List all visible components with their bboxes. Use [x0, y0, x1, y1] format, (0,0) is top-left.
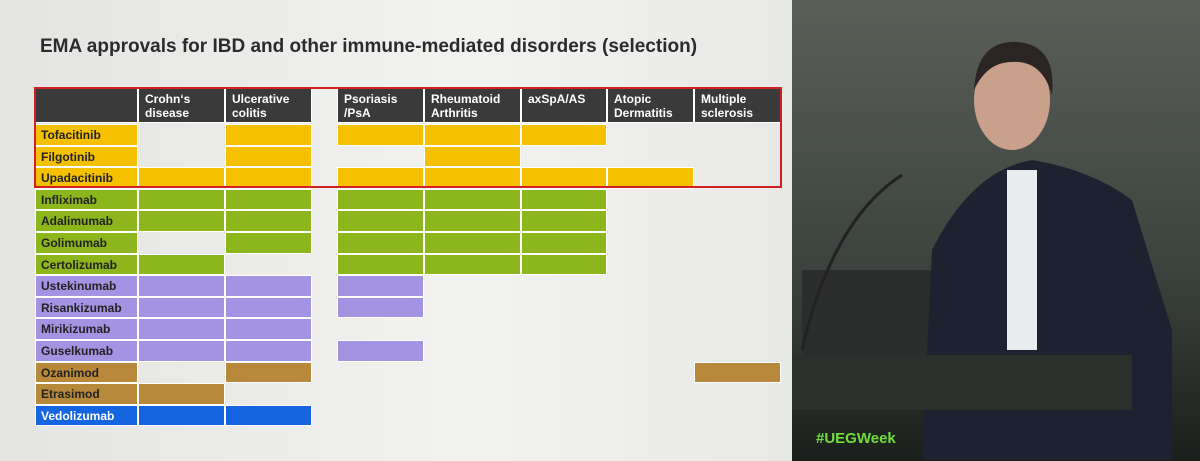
approval-cell: [225, 188, 312, 211]
approval-cell: [138, 340, 225, 362]
column-header: Rheumatoid Arthritis: [424, 88, 521, 123]
approval-cell: [424, 253, 521, 276]
approval-cell: [424, 167, 521, 189]
approval-cell: [337, 232, 424, 254]
drug-name: Filgotinib: [35, 145, 138, 168]
approval-cell: [337, 167, 424, 189]
approval-cell: [694, 361, 781, 384]
approval-cell: [337, 275, 424, 297]
approval-cell: [225, 275, 312, 297]
approval-cell: [424, 124, 521, 146]
drug-name: Ozanimod: [35, 361, 138, 384]
approval-cell: [225, 340, 312, 362]
approval-cell: [138, 383, 225, 405]
approval-cell: [607, 167, 694, 189]
approval-cell: [225, 318, 312, 340]
drug-name: Ustekinumab: [35, 275, 138, 297]
approval-cell: [138, 188, 225, 211]
speaker-illustration: [792, 41, 1172, 460]
approval-cell: [225, 404, 312, 427]
approval-cell: [424, 188, 521, 211]
approval-cell: [521, 188, 607, 211]
drug-name: Guselkumab: [35, 340, 138, 362]
approval-cell: [521, 253, 607, 276]
approval-cell: [424, 145, 521, 168]
head: [974, 50, 1050, 150]
podium: [792, 355, 1132, 410]
approval-cell: [225, 167, 312, 189]
drug-name: Mirikizumab: [35, 318, 138, 340]
slide-title: EMA approvals for IBD and other immune-m…: [40, 36, 698, 57]
approval-cell: [138, 210, 225, 232]
approval-cell: [521, 124, 607, 146]
approval-cell: [337, 188, 424, 211]
approval-cell: [138, 167, 225, 189]
column-header: Crohn‘s disease: [138, 88, 225, 123]
approval-cell: [138, 318, 225, 340]
approval-cell: [337, 340, 424, 362]
approval-cell: [225, 145, 312, 168]
shirt: [1007, 170, 1037, 350]
drug-name: Certolizumab: [35, 253, 138, 276]
column-header: Psoriasis /PsA: [337, 88, 424, 123]
approval-cell: [225, 361, 312, 384]
approval-cell: [521, 210, 607, 232]
drug-name: Vedolizumab: [35, 404, 138, 427]
header-cell: [35, 88, 138, 123]
approval-cell: [138, 275, 225, 297]
approval-cell: [424, 232, 521, 254]
column-header: Atopic Dermatitis: [607, 88, 694, 123]
approval-cell: [521, 167, 607, 189]
approval-cell: [225, 296, 312, 319]
approval-cell: [337, 210, 424, 232]
column-header: axSpA/AS: [521, 88, 607, 123]
approval-cell: [521, 232, 607, 254]
drug-name: Adalimumab: [35, 210, 138, 232]
approval-cell: [337, 124, 424, 146]
hashtag: #UEGWeek: [816, 430, 896, 447]
drug-name: Risankizumab: [35, 296, 138, 319]
approval-cell: [225, 124, 312, 146]
drug-name: Golimumab: [35, 232, 138, 254]
column-header: Multiple sclerosis: [694, 88, 781, 123]
approval-cell: [337, 296, 424, 319]
approval-cell: [424, 210, 521, 232]
approval-cell: [225, 232, 312, 254]
drug-name: Etrasimod: [35, 383, 138, 405]
microphone: [800, 173, 903, 351]
drug-name: Infliximab: [35, 188, 138, 211]
approval-cell: [138, 296, 225, 319]
speaker-photo: [792, 0, 1200, 461]
approval-cell: [337, 253, 424, 276]
highlight-frame: [34, 87, 782, 188]
suit: [922, 160, 1172, 460]
hair: [974, 41, 1053, 95]
approval-cell: [138, 253, 225, 276]
approval-cell: [225, 210, 312, 232]
approval-cell: [138, 404, 225, 427]
